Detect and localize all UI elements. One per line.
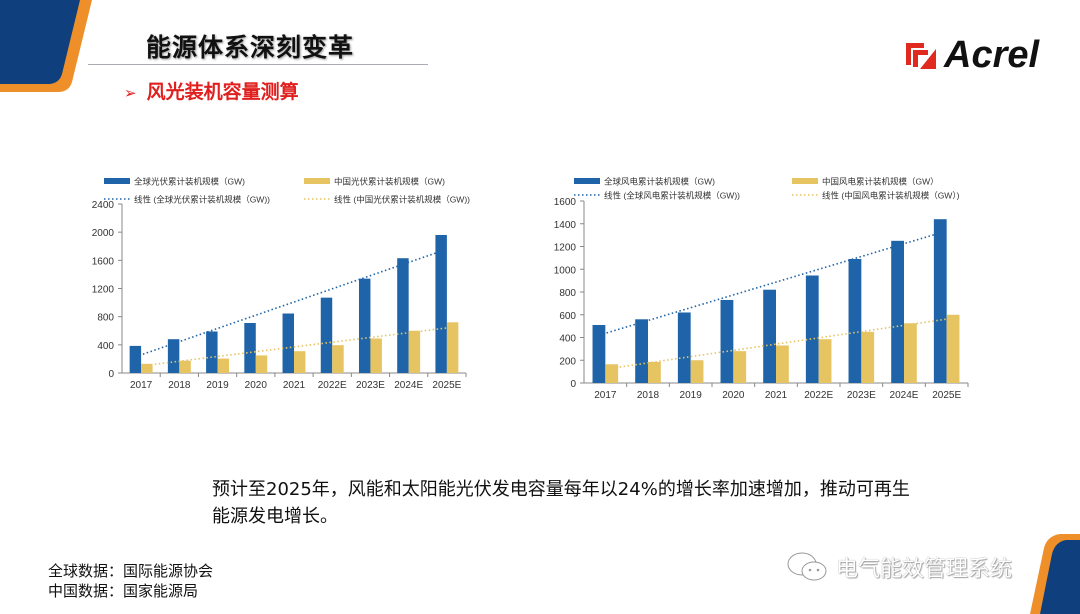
x-tick-label: 2018 (168, 380, 191, 391)
trendline-china (146, 326, 453, 367)
source-china: 中国数据：国家能源局 (48, 582, 199, 600)
y-tick-label: 400 (97, 341, 114, 352)
x-tick-label: 2022E (318, 380, 347, 391)
y-tick-label: 2400 (92, 200, 115, 211)
legend-label: 线性 (全球光伏累计装机规模（GW)) (134, 195, 270, 205)
bar-china (370, 338, 382, 373)
section-heading: ➢ 风光装机容量测算 (124, 77, 299, 104)
y-tick-label: 800 (97, 313, 114, 324)
corner-decoration-top-left (0, 0, 92, 92)
y-tick-label: 1200 (92, 285, 115, 296)
bar-global (282, 313, 294, 373)
bullet-arrow-icon: ➢ (124, 84, 137, 102)
x-tick-label: 2017 (130, 380, 153, 391)
watermark: 电气能效管理系统 (786, 550, 1012, 584)
source-global: 全球数据：国际能源协会 (48, 562, 214, 580)
bar-global (167, 339, 180, 373)
legend-label: 中国光伏累计装机规模（GW) (334, 177, 445, 187)
bar-china (446, 322, 459, 373)
bar-global (244, 323, 256, 373)
legend-label: 全球光伏累计装机规模（GW) (134, 177, 245, 187)
summary-text: 预计至2025年，风能和太阳能光伏发电容量每年以24%的增长率加速增加，推动可再… (212, 479, 910, 527)
legend-label: 线性 (中国光伏累计装机规模（GW)) (334, 195, 470, 205)
wechat-icon (787, 552, 827, 581)
section-heading-text: 风光装机容量测算 (146, 81, 299, 103)
bar-china (141, 363, 153, 373)
bar-china (179, 360, 191, 373)
corner-decoration-bottom-right (1030, 534, 1080, 614)
y-tick-label: 2000 (92, 228, 115, 239)
bar-china (408, 330, 421, 373)
x-tick-label: 2023E (356, 380, 385, 391)
bar-global (358, 278, 371, 373)
acrel-logo: Acrel (906, 34, 1039, 77)
legend-swatch (104, 178, 130, 184)
y-tick-label: 0 (108, 369, 114, 380)
bar-global (129, 345, 142, 373)
bar-global (397, 258, 409, 373)
watermark-text: 电气能效管理系统 (836, 557, 1013, 582)
acrel-logo-text: Acrel (944, 34, 1040, 76)
acrel-logo-mark-icon (906, 42, 936, 69)
x-tick-label: 2024E (394, 380, 423, 391)
x-tick-label: 2021 (283, 380, 306, 391)
bar-china (294, 351, 306, 373)
x-tick-label: 2019 (206, 380, 229, 391)
bar-global (320, 297, 333, 373)
data-sources: 全球数据：国际能源协会 中国数据：国家能源局 (48, 561, 213, 601)
x-tick-label: 2020 (245, 380, 268, 391)
bar-global (435, 234, 447, 373)
y-tick-label: 1600 (92, 256, 115, 267)
page-title: 能源体系深刻变革 (146, 33, 355, 62)
x-tick-label: 2025E (432, 380, 461, 391)
bar-china (217, 358, 230, 373)
legend-swatch (304, 178, 330, 184)
bar-global (206, 331, 218, 373)
bar-china (332, 345, 344, 373)
bar-china (255, 355, 268, 373)
title-divider (88, 64, 428, 65)
